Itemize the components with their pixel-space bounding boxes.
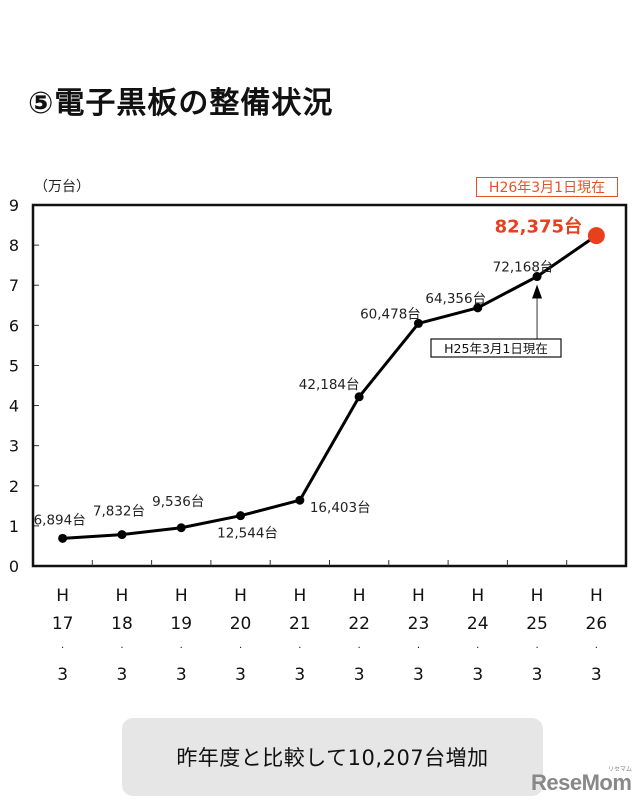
x-label-year: 20 xyxy=(230,614,252,634)
x-label-era: H xyxy=(471,586,484,606)
data-points xyxy=(58,227,605,543)
data-point xyxy=(117,530,127,540)
x-label-month: 3 xyxy=(591,665,602,685)
highlight-data-label: 82,375台 xyxy=(495,216,582,238)
x-label-month: 3 xyxy=(176,665,187,685)
x-label-sep: · xyxy=(476,643,479,654)
as-of-date-badge: H26年3月1日現在 xyxy=(476,177,618,197)
annotation-text: H25年3月1日現在 xyxy=(444,341,548,356)
page-title: ⑤電子黒板の整備状況 xyxy=(28,86,334,121)
data-point xyxy=(176,523,186,533)
summary-box: 昨年度と比較して10,207台増加 xyxy=(122,718,543,796)
y-axis: 0 1 2 3 4 5 6 7 8 9 xyxy=(9,196,39,576)
data-point xyxy=(354,392,364,402)
data-point xyxy=(295,495,305,505)
annotation-box xyxy=(430,338,562,358)
x-label-year: 23 xyxy=(408,614,430,634)
x-label-era: H xyxy=(175,586,188,606)
y-tick-label: 8 xyxy=(9,236,19,255)
x-label-era: H xyxy=(590,586,603,606)
x-label-era: H xyxy=(353,586,366,606)
x-label-sep: · xyxy=(417,643,420,654)
data-label: 9,536台 xyxy=(152,494,204,510)
x-label-era: H xyxy=(412,586,425,606)
x-axis-labels: H 17 · 3 H 18 · 3 H 19 · 3 H 20 · 3 H 21 · 3 H 22 · 3 H 23 · 3 H 24 · 3… xyxy=(52,586,607,685)
data-point xyxy=(532,272,542,282)
x-label-sep: · xyxy=(180,643,183,654)
data-label: 64,356台 xyxy=(425,291,486,307)
x-label-era: H xyxy=(234,586,247,606)
x-label-year: 18 xyxy=(111,614,133,634)
data-label: 60,478台 xyxy=(360,306,421,322)
x-label-era: H xyxy=(116,586,129,606)
x-label-month: 3 xyxy=(117,665,128,685)
series-line xyxy=(62,234,598,540)
x-label-month: 3 xyxy=(294,665,305,685)
x-label-era: H xyxy=(56,586,69,606)
data-label: 42,184台 xyxy=(299,377,360,393)
summary-text: 昨年度と比較して10,207台増加 xyxy=(176,746,489,770)
x-label-sep: · xyxy=(120,643,123,654)
x-label-year: 17 xyxy=(52,614,74,634)
x-label-era: H xyxy=(531,586,544,606)
data-point xyxy=(236,511,246,521)
y-tick-label: 4 xyxy=(9,397,19,416)
x-label-month: 3 xyxy=(472,665,483,685)
data-label: 7,832台 xyxy=(93,504,145,520)
x-label-year: 21 xyxy=(289,614,311,634)
y-tick-label: 0 xyxy=(9,557,19,576)
y-tick-label: 2 xyxy=(9,477,19,496)
x-label-sep: · xyxy=(298,643,301,654)
x-label-sep: · xyxy=(595,643,598,654)
y-axis-unit-label: （万台） xyxy=(34,179,90,195)
resemom-logo: ReseMom xyxy=(531,770,632,795)
data-label: 12,544台 xyxy=(217,526,278,542)
data-point xyxy=(473,303,483,313)
x-label-month: 3 xyxy=(354,665,365,685)
x-axis-ticks xyxy=(91,560,568,566)
data-label: 6,894台 xyxy=(34,512,86,528)
x-label-year: 24 xyxy=(467,614,489,634)
h25-annotation: H25年3月1日現在 xyxy=(430,284,562,358)
y-tick-label: 3 xyxy=(9,437,19,456)
data-label: 72,168台 xyxy=(493,260,554,276)
x-label-month: 3 xyxy=(57,665,68,685)
x-label-sep: · xyxy=(239,643,242,654)
x-label-year: 19 xyxy=(170,614,192,634)
y-tick-label: 6 xyxy=(9,316,19,335)
data-point xyxy=(413,318,423,328)
x-label-month: 3 xyxy=(413,665,424,685)
x-label-year: 25 xyxy=(526,614,548,634)
highlight-data-point xyxy=(587,227,605,245)
y-tick-label: 7 xyxy=(9,276,19,295)
y-tick-label: 9 xyxy=(9,196,19,215)
data-point xyxy=(58,533,68,543)
arrow-up-icon xyxy=(532,284,543,299)
y-tick-label: 1 xyxy=(9,517,19,536)
y-tick-label: 5 xyxy=(9,356,19,375)
x-label-year: 26 xyxy=(586,614,608,634)
x-label-sep: · xyxy=(61,643,64,654)
x-label-month: 3 xyxy=(235,665,246,685)
data-label: 16,403台 xyxy=(310,500,371,516)
x-label-sep: · xyxy=(535,643,538,654)
x-label-era: H xyxy=(293,586,306,606)
x-label-month: 3 xyxy=(532,665,543,685)
data-labels: 6,894台 7,832台 9,536台 12,544台 16,403台 42,184台 6… xyxy=(34,216,583,542)
resemom-logo-kana: リセマム xyxy=(608,766,633,773)
x-label-year: 22 xyxy=(348,614,370,634)
x-label-sep: · xyxy=(358,643,361,654)
